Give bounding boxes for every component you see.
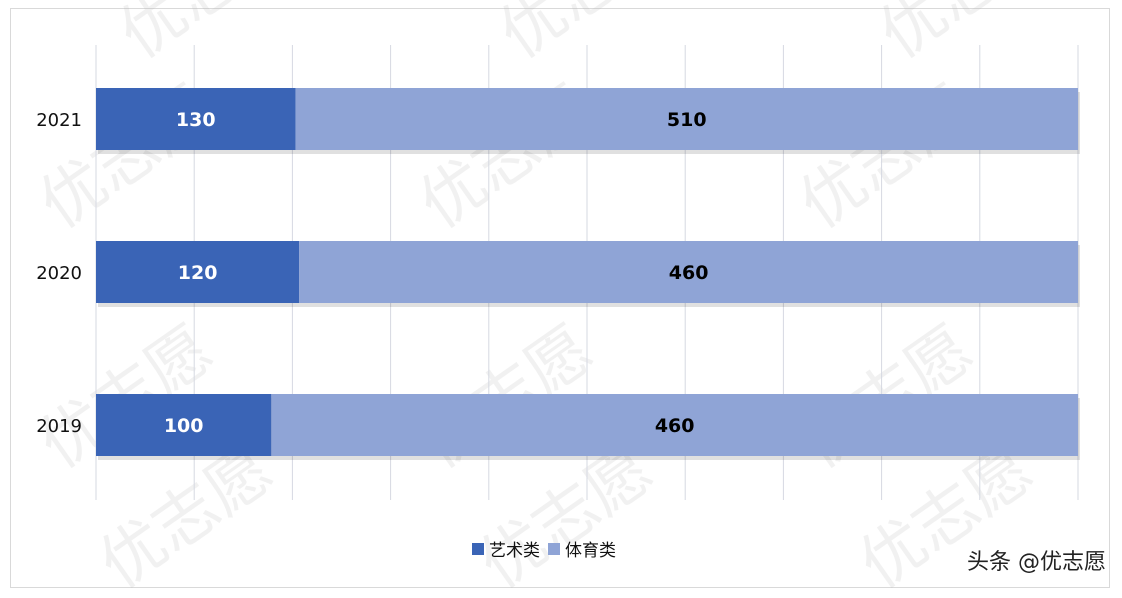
watermark: 优志愿	[867, 0, 1067, 73]
bar-2020-series-1	[299, 241, 1078, 303]
bar-2019-series-0	[96, 394, 272, 456]
data-label: 510	[667, 109, 707, 131]
legend-item: 艺术类	[472, 536, 540, 561]
data-label: 100	[164, 415, 204, 437]
bar-2021-series-1	[295, 88, 1078, 150]
legend-item: 体育类	[548, 536, 616, 561]
bar-2019-series-1	[271, 394, 1078, 456]
watermark: 优志愿	[107, 0, 307, 73]
bar-2020-series-0	[96, 241, 300, 303]
bar-2021-series-0	[96, 88, 296, 150]
legend: 艺术类 体育类	[472, 536, 624, 561]
category-label: 2019	[36, 416, 82, 437]
category-label: 2020	[36, 263, 82, 284]
legend-label: 体育类	[565, 541, 616, 561]
chart-frame	[10, 8, 1110, 588]
legend-swatch	[548, 542, 560, 555]
data-label: 460	[655, 415, 695, 437]
legend-swatch	[472, 542, 484, 555]
data-label: 130	[176, 109, 216, 131]
data-label: 460	[669, 262, 709, 284]
credit-text: 头条 @优志愿	[967, 550, 1106, 575]
legend-label: 艺术类	[489, 541, 540, 561]
data-label: 120	[178, 262, 218, 284]
category-label: 2021	[36, 110, 82, 131]
